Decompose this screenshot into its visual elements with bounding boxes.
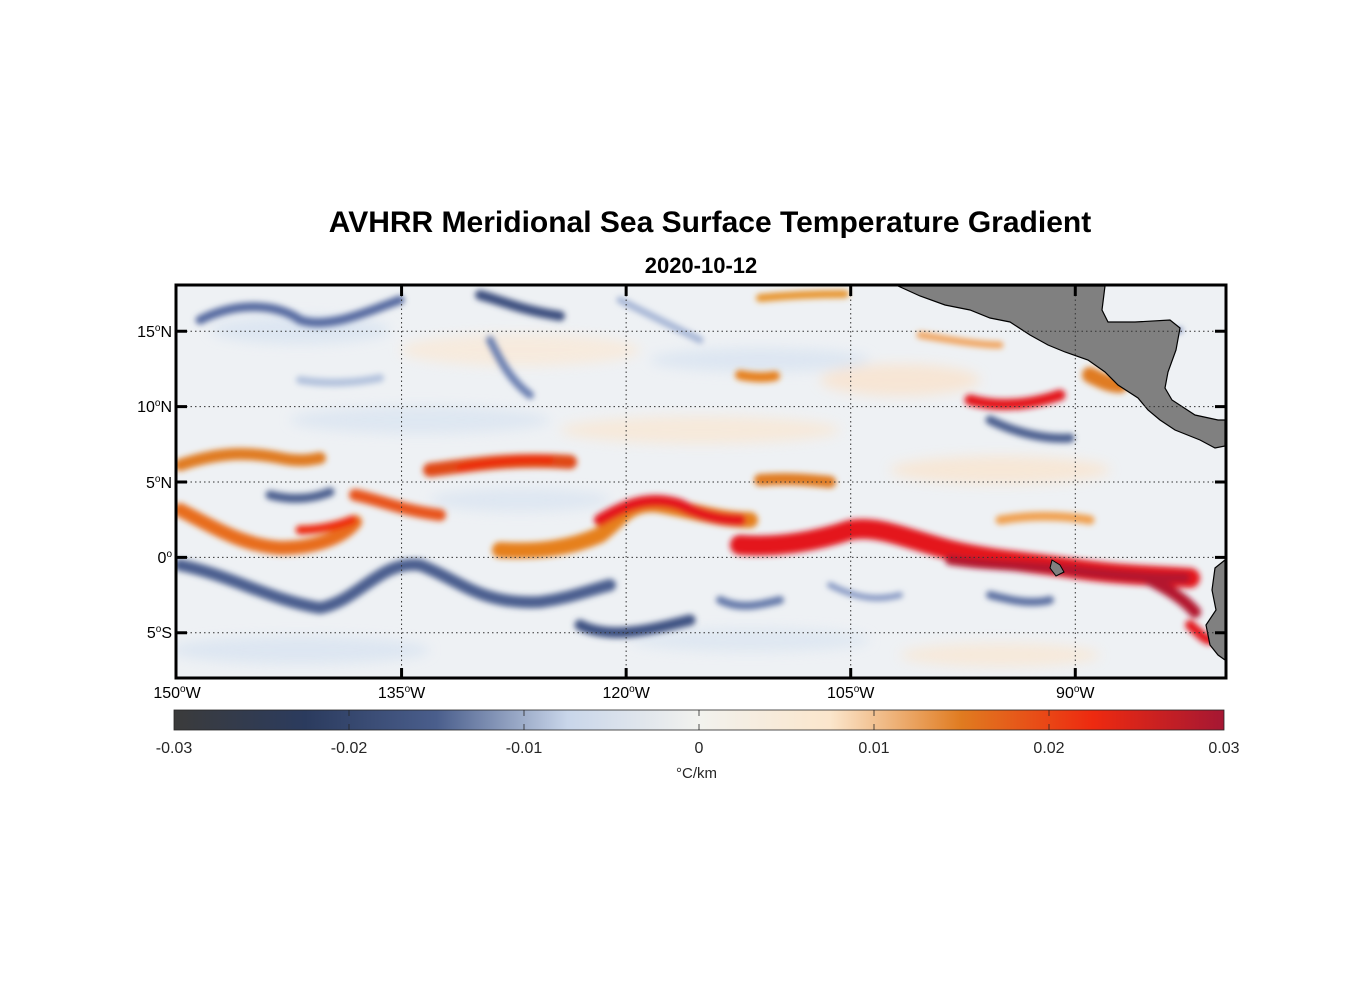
latitude-tick-label: 5oN bbox=[145, 473, 172, 492]
colorbar-tick-label: -0.03 bbox=[155, 740, 193, 757]
map-gridlines bbox=[177, 286, 1225, 678]
longitude-tick-label: 135oW bbox=[377, 684, 426, 702]
longitude-tick-label: 90oW bbox=[1056, 684, 1095, 702]
longitude-tick-label: 120oW bbox=[602, 684, 650, 702]
colorbar-tick-label: 0.02 bbox=[1033, 740, 1065, 757]
map-title: AVHRR Meridional Sea Surface Temperature… bbox=[328, 206, 1092, 239]
colorbar-tick-label: -0.01 bbox=[505, 740, 543, 757]
map-subtitle: 2020-10-12 bbox=[644, 253, 758, 278]
land-south-america bbox=[1205, 559, 1225, 661]
galapagos-island bbox=[1049, 559, 1065, 577]
sst-gradient-field bbox=[177, 286, 1225, 678]
latitude-tick-label: 10oN bbox=[137, 398, 172, 417]
colorbar-tick-label: 0.01 bbox=[858, 740, 890, 757]
longitude-tick-label: 105oW bbox=[827, 684, 875, 702]
colorbar-tick-label: -0.02 bbox=[330, 740, 368, 757]
longitude-tick-label: 150oW bbox=[153, 684, 201, 702]
colorbar bbox=[174, 710, 1224, 730]
map-frame bbox=[174, 283, 1228, 680]
colorbar-unit: °C/km bbox=[676, 765, 717, 782]
land-central-america bbox=[897, 286, 1225, 449]
latitude-tick-label: 5oS bbox=[146, 624, 172, 643]
colorbar-tick-label: 0.03 bbox=[1208, 740, 1240, 757]
latitude-tick-label: 0o bbox=[157, 548, 172, 567]
colorbar-ticks bbox=[348, 710, 1050, 730]
colorbar-tick-label: 0 bbox=[694, 740, 704, 757]
latitude-tick-label: 15oN bbox=[137, 322, 172, 341]
